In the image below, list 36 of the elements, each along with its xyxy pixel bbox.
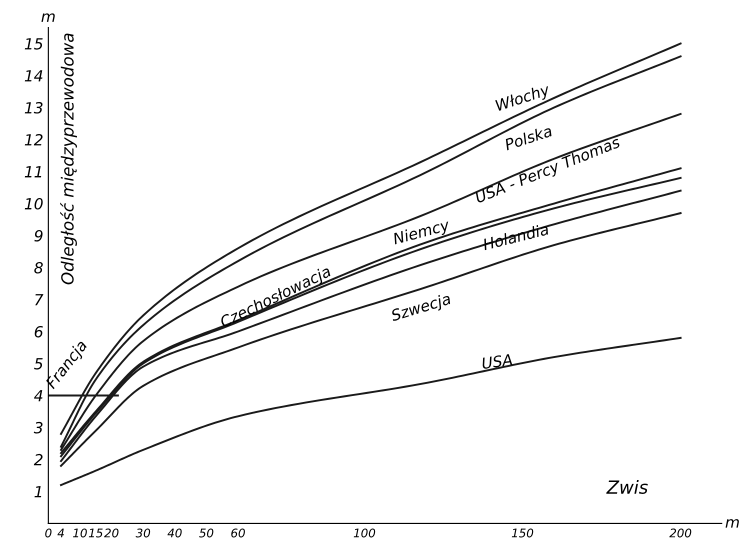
x-tick-label: 30 [136,528,150,538]
y-tick-label: 11 [24,166,42,178]
text: m [41,13,55,22]
x-tick-label: 60 [231,528,245,538]
x-tick-label: 40 [168,528,182,538]
y-tick-label: 9 [34,230,43,242]
y-tick-label: 8 [34,262,43,274]
x-tick-label: 0 [45,528,52,538]
y-tick-label: 15 [24,38,43,50]
x-tick-label: 150 [512,528,534,538]
x-tick-label: 20 [104,528,118,538]
y-tick-label: 3 [34,422,43,434]
y-tick-label: 1 [34,486,42,498]
x-tick-label: 100 [354,528,376,538]
x-tick-label: 200 [669,528,692,538]
text: Niemcy [392,218,452,248]
y-tick-label: 7 [35,294,44,306]
y-axis-title: Odległość międzyprzewodowa [60,34,77,284]
y-tick-label: 6 [34,326,43,338]
x-axis-title: Zwis [606,480,648,494]
text: Polska [504,124,553,151]
x-tick-label: 50 [199,528,214,538]
y-tick-label: 2 [34,454,43,466]
x-tick-label: 4 [57,528,64,538]
text: Holandia [482,222,550,250]
y-tick-label: 5 [34,358,43,370]
x-tick-label: 15 [88,528,103,538]
y-tick-label: 10 [24,198,43,210]
y-tick-label: 12 [24,134,43,146]
y-tick-label: 14 [24,70,42,82]
y-tick-label: 13 [24,102,43,114]
text: Włochy [495,83,552,114]
x-tick-label: 10 [73,528,87,538]
text: m [726,519,739,528]
text: USA [482,354,512,370]
y-tick-label: 4 [34,390,42,402]
